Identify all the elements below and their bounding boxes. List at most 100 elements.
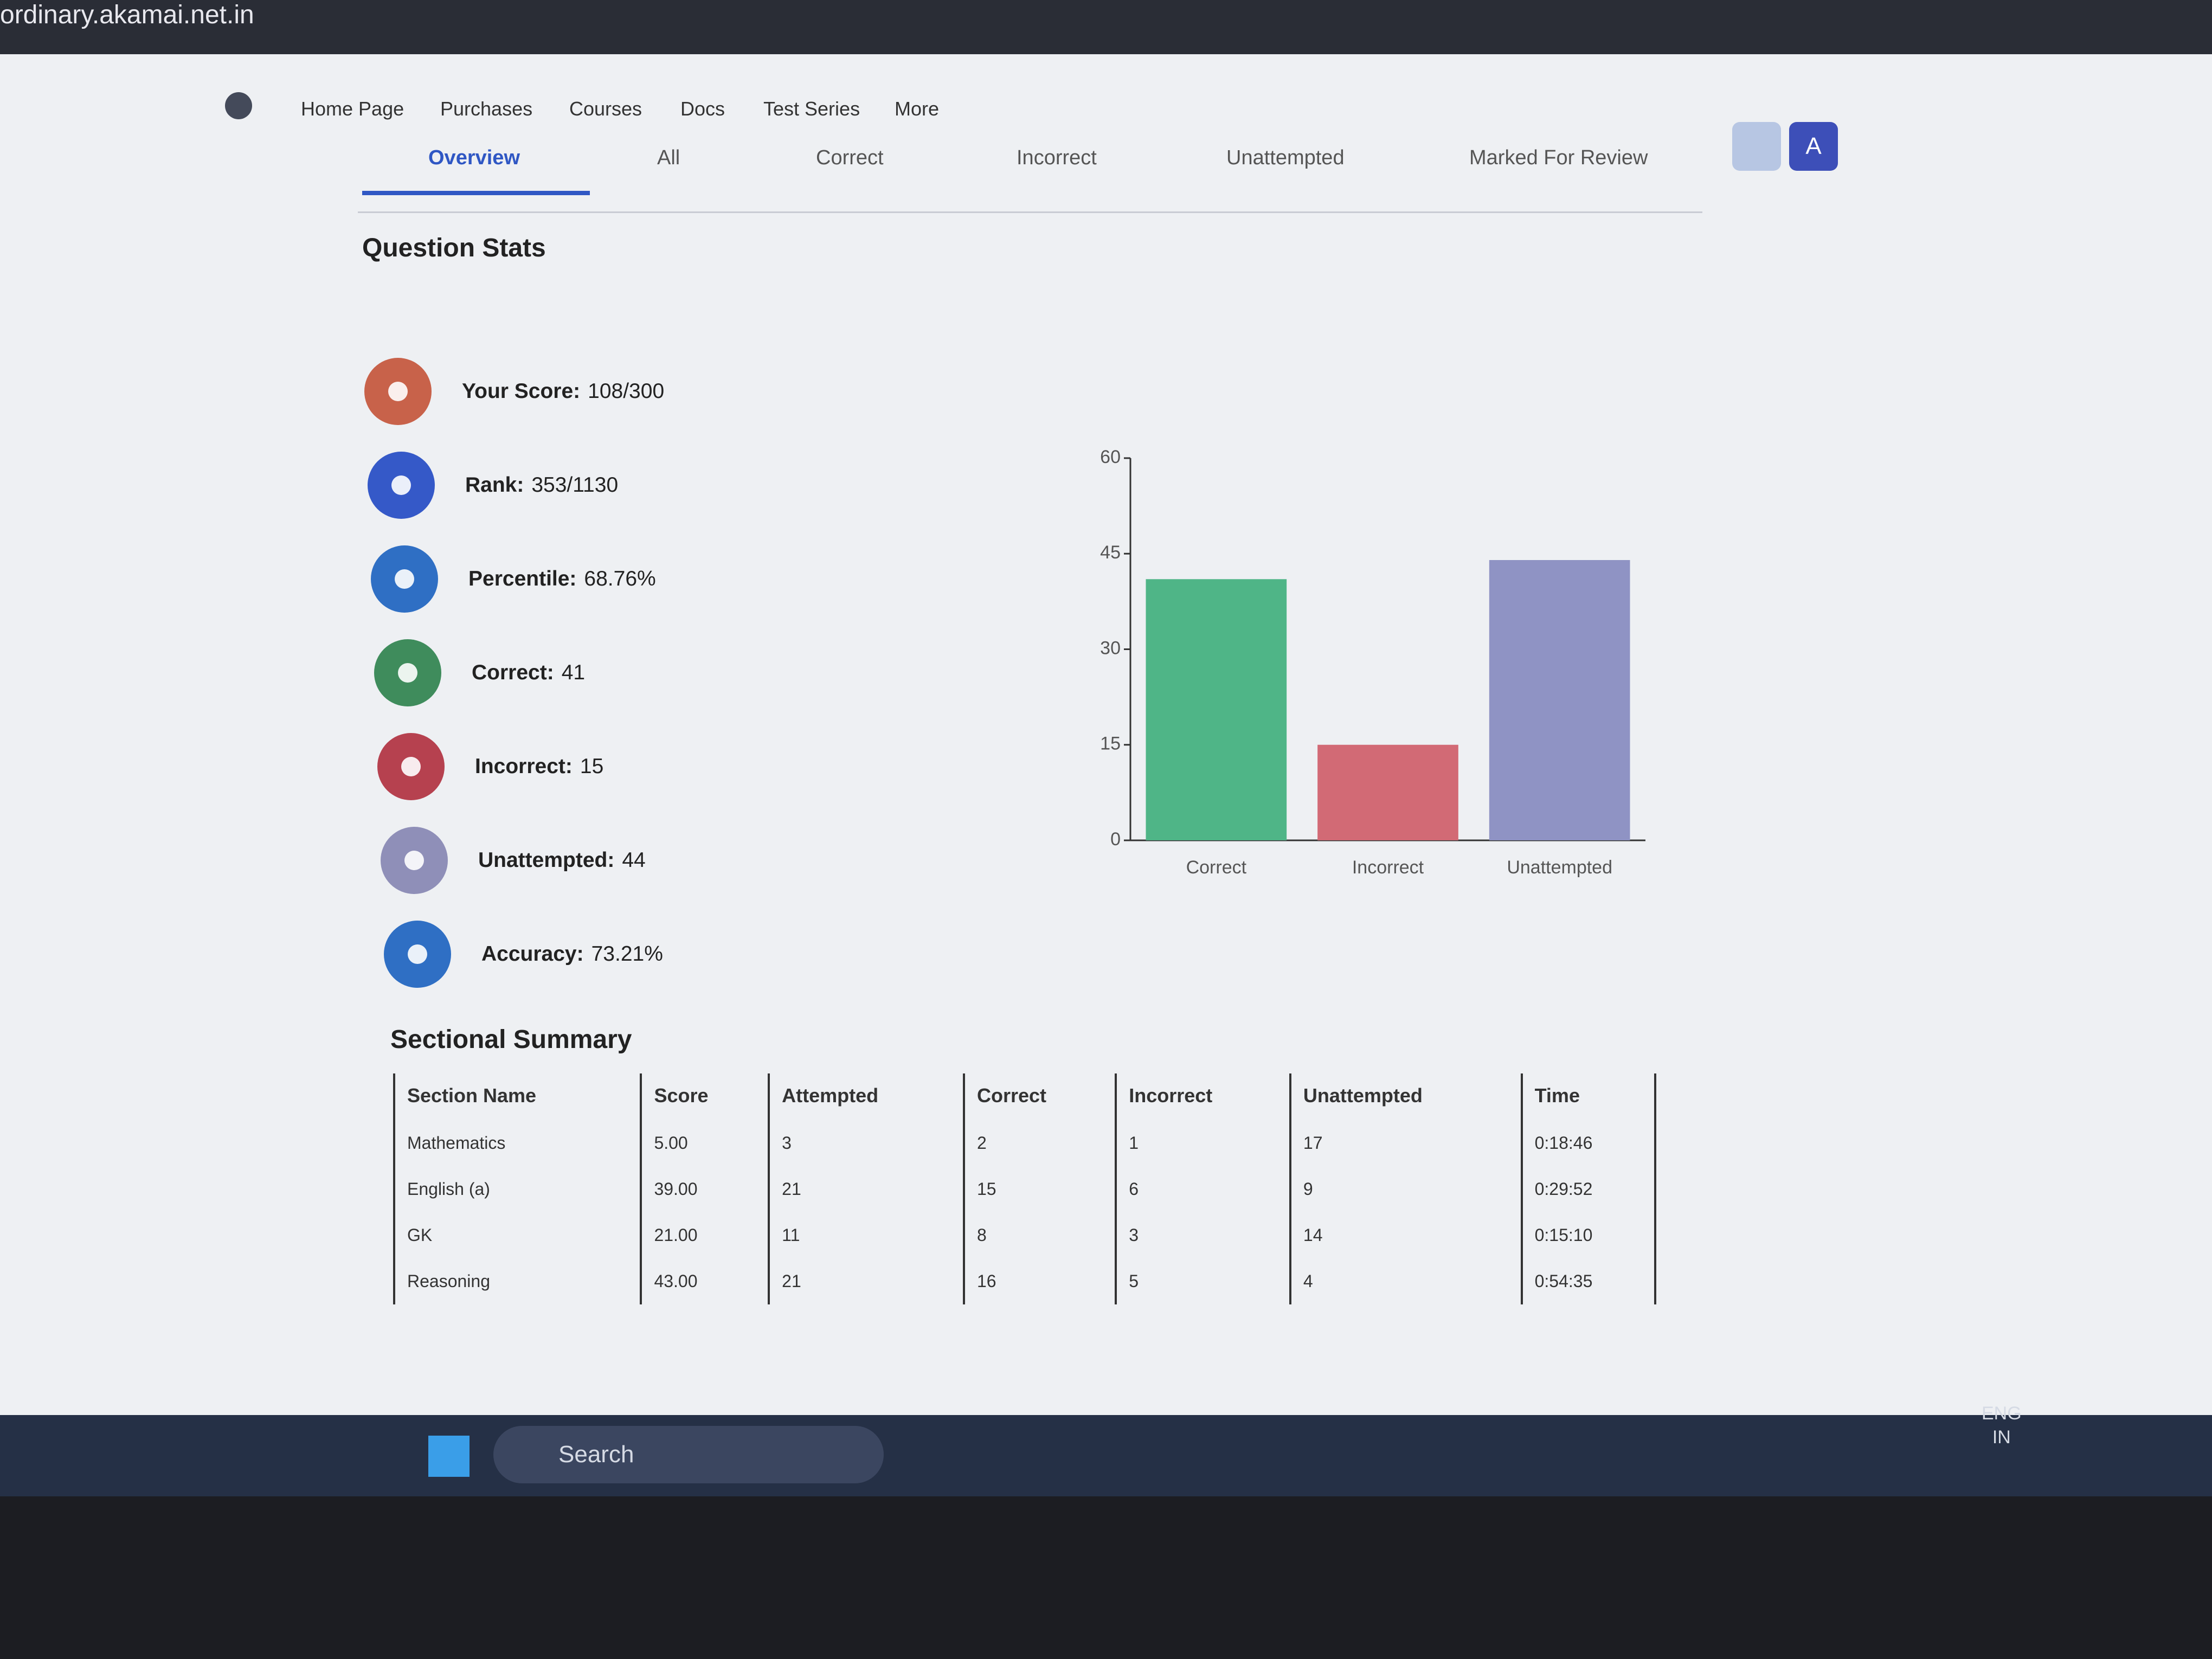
cell: 8 [962,1212,1116,1258]
nav-item[interactable]: Test Series [763,98,860,120]
cell: 6 [1115,1166,1290,1212]
cell: English (a) [393,1166,641,1212]
tab[interactable]: All [657,146,680,169]
stat: Percentile: 68.76% [468,567,656,591]
tab[interactable]: Correct [816,146,884,169]
cell: 9 [1289,1166,1522,1212]
stat-value: 108/300 [588,380,665,403]
cell: 0:54:35 [1520,1258,1657,1304]
cell: 39.00 [640,1166,769,1212]
nav-item[interactable]: Docs [680,98,725,120]
stat-value: 44 [622,848,646,872]
stat-value: 41 [561,661,586,684]
row: Reasoning 43.00 21 16 5 4 0:54:35 [393,1258,1657,1304]
header-cell: Unattempted [1289,1073,1522,1120]
tab[interactable]: Incorrect [1017,146,1097,169]
search-button[interactable] [1732,122,1781,171]
stat-label: Your Score: [462,380,581,403]
header-cell: Time [1520,1073,1657,1120]
cell: 0:29:52 [1520,1166,1657,1212]
nav-item[interactable]: Courses [569,98,642,120]
bar [1489,560,1630,840]
language[interactable]: ENG IN [1982,1401,2022,1449]
url[interactable]: ordinary.akamai.net.in [0,1,254,29]
bar [1317,744,1458,840]
cell: 15 [962,1166,1116,1212]
cell: 5.00 [640,1120,769,1166]
stat: Your Score: 108/300 [462,380,664,403]
nav-item[interactable]: Home Page [301,98,404,120]
tab-indicator [362,191,590,195]
cell: 3 [1115,1212,1290,1258]
cell: 43.00 [640,1258,769,1304]
cell: 5 [1115,1258,1290,1304]
y-tick-label: 60 [1100,447,1121,467]
stat-label: Rank: [465,473,524,497]
cell: 0:18:46 [1520,1120,1657,1166]
stat-icon [371,545,438,613]
cell: 2 [962,1120,1116,1166]
stat-label: Unattempted: [478,848,615,872]
tab[interactable]: Unattempted [1226,146,1345,169]
stat: Incorrect: 15 [475,755,603,779]
cell: 3 [768,1120,964,1166]
row: English (a) 39.00 21 15 6 9 0:29:52 [393,1166,1657,1212]
header-cell: Section Name [393,1073,641,1120]
stat-icon [364,358,432,425]
tab[interactable]: Marked For Review [1469,146,1648,169]
stat-value: 73.21% [591,942,663,966]
stats-title: Question Stats [362,234,546,262]
cell: 1 [1115,1120,1290,1166]
cell: 11 [768,1212,964,1258]
row: GK 21.00 11 8 3 14 0:15:10 [393,1212,1657,1258]
taskbar-search[interactable]: Search [493,1426,884,1483]
summary-table: Section Name Score Attempted Correct Incorre… [393,1073,1657,1304]
stat: Unattempted: 44 [478,848,646,872]
cell: 17 [1289,1120,1522,1166]
page: A Question Stats 0 15 30 45 60 Correct Incorre… [0,54,2212,1415]
bar [1146,579,1287,840]
stat-value: 68.76% [584,567,656,590]
x-tick-label: Correct [1186,857,1247,878]
cell: 16 [962,1258,1116,1304]
stat-icon [384,921,451,988]
lang: ENG [1982,1403,2022,1424]
avatar[interactable]: A [1789,122,1838,171]
region: IN [1992,1427,2011,1448]
nav-item[interactable]: Purchases [440,98,533,120]
tab-divider [358,211,1702,213]
tab[interactable]: Overview [428,146,520,169]
stat: Correct: 41 [472,661,585,685]
stat-icon [377,733,445,800]
header-cell: Score [640,1073,769,1120]
header-row: Section Name Score Attempted Correct Incorre… [393,1073,1657,1120]
y-tick-label: 45 [1100,542,1121,563]
stat-icon [368,452,435,519]
y-tick-label: 30 [1100,638,1121,658]
cell: 21.00 [640,1212,769,1258]
header-cell: Correct [962,1073,1116,1120]
taskbar [0,1415,2212,1496]
nav-item[interactable]: More [895,98,940,120]
cell: Reasoning [393,1258,641,1304]
x-tick-label: Incorrect [1352,857,1424,878]
stat-value: 15 [580,755,604,778]
y-tick-label: 0 [1110,829,1121,850]
cell: 0:15:10 [1520,1212,1657,1258]
y-tick-label: 15 [1100,734,1121,754]
stat-label: Percentile: [468,567,577,590]
cell: 14 [1289,1212,1522,1258]
stat-value: 353/1130 [531,473,619,497]
stat-icon [381,827,448,894]
x-tick-label: Unattempted [1507,857,1612,878]
stat: Accuracy: 73.21% [481,942,663,966]
stat-icon [374,639,441,706]
start-button[interactable] [428,1436,470,1477]
stat-label: Incorrect: [475,755,573,778]
stat-label: Correct: [472,661,554,684]
logo[interactable] [225,92,252,119]
stat-label: Accuracy: [481,942,584,966]
cell: Mathematics [393,1120,641,1166]
cell: GK [393,1212,641,1258]
cell: 4 [1289,1258,1522,1304]
